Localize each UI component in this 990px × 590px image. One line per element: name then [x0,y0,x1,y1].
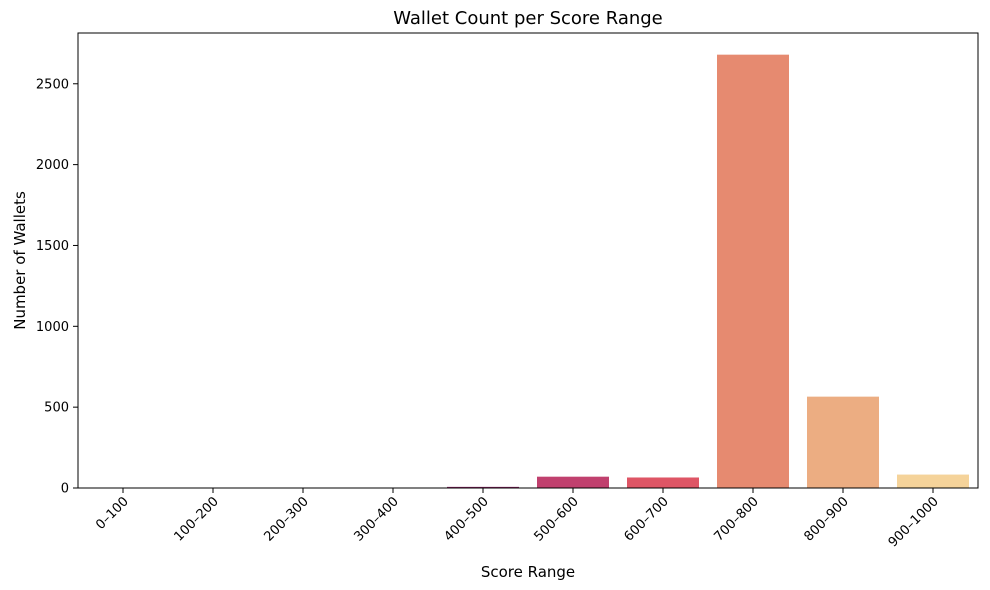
bars-group [447,54,969,489]
y-axis-label: Number of Wallets [11,191,29,330]
bar-7 [717,54,789,489]
y-tick-label: 1500 [36,239,69,254]
bar-5 [537,476,609,488]
x-axis-label: Score Range [481,563,575,581]
bar-8 [807,396,879,488]
bar-6 [627,477,699,488]
plot-frame [77,32,979,489]
y-tick-label: 2500 [36,77,69,92]
bar-4 [447,486,519,488]
y-tick-label: 1000 [36,320,69,335]
y-tick-label: 500 [44,401,69,416]
y-axis-ticks: 0 500 1000 1500 2000 2500 [36,77,78,497]
y-tick-label: 2000 [36,158,69,173]
chart-title: Wallet Count per Score Range [393,8,663,29]
y-tick-label: 0 [61,482,69,497]
bar-9 [897,474,969,488]
